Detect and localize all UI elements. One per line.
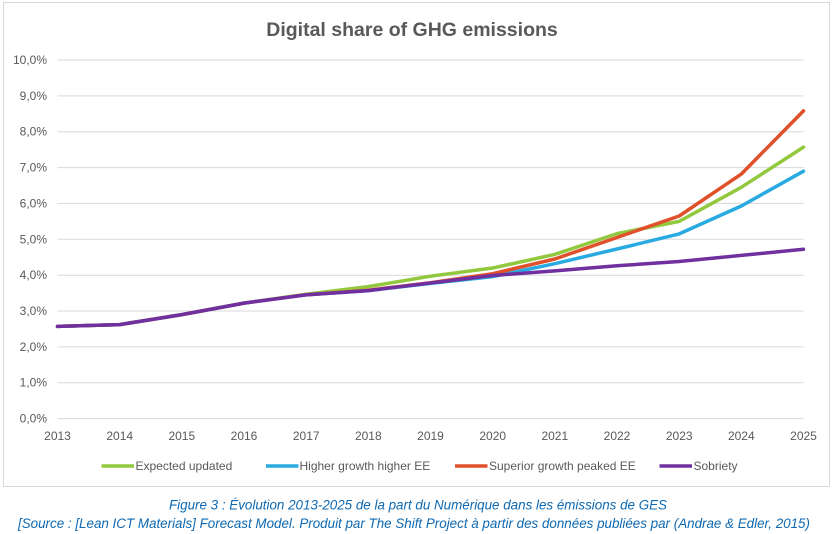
svg-text:8,0%: 8,0% xyxy=(20,125,48,139)
svg-text:5,0%: 5,0% xyxy=(20,232,48,246)
svg-text:0,0%: 0,0% xyxy=(20,412,48,426)
svg-text:7,0%: 7,0% xyxy=(20,161,48,175)
svg-text:2018: 2018 xyxy=(355,429,382,443)
svg-text:Digital share of GHG emissions: Digital share of GHG emissions xyxy=(266,19,558,41)
svg-text:10,0%: 10,0% xyxy=(13,53,47,67)
svg-text:[Source : [Lean ICT Materials]: [Source : [Lean ICT Materials] Forecast … xyxy=(17,516,810,531)
svg-text:2015: 2015 xyxy=(168,429,195,443)
svg-text:Superior growth peaked EE: Superior growth peaked EE xyxy=(489,459,636,473)
svg-text:3,0%: 3,0% xyxy=(20,304,48,318)
svg-text:9,0%: 9,0% xyxy=(20,89,48,103)
svg-text:Higher growth higher EE: Higher growth higher EE xyxy=(300,459,431,473)
svg-text:2020: 2020 xyxy=(479,429,506,443)
svg-text:Expected updated: Expected updated xyxy=(136,459,233,473)
svg-text:6,0%: 6,0% xyxy=(20,196,48,210)
svg-text:2024: 2024 xyxy=(728,429,755,443)
svg-text:2019: 2019 xyxy=(417,429,444,443)
svg-text:Sobriety: Sobriety xyxy=(694,459,738,473)
svg-text:4,0%: 4,0% xyxy=(20,268,48,282)
svg-text:2025: 2025 xyxy=(790,429,817,443)
svg-text:Figure 3 : Évolution 2013-2025: Figure 3 : Évolution 2013-2025 de la par… xyxy=(169,498,667,513)
svg-text:2013: 2013 xyxy=(44,429,71,443)
svg-text:2023: 2023 xyxy=(666,429,693,443)
svg-text:2,0%: 2,0% xyxy=(20,340,48,354)
svg-text:2022: 2022 xyxy=(604,429,631,443)
svg-text:2021: 2021 xyxy=(541,429,568,443)
svg-text:2014: 2014 xyxy=(106,429,133,443)
svg-text:2017: 2017 xyxy=(293,429,320,443)
svg-text:2016: 2016 xyxy=(231,429,258,443)
svg-text:1,0%: 1,0% xyxy=(20,376,48,390)
